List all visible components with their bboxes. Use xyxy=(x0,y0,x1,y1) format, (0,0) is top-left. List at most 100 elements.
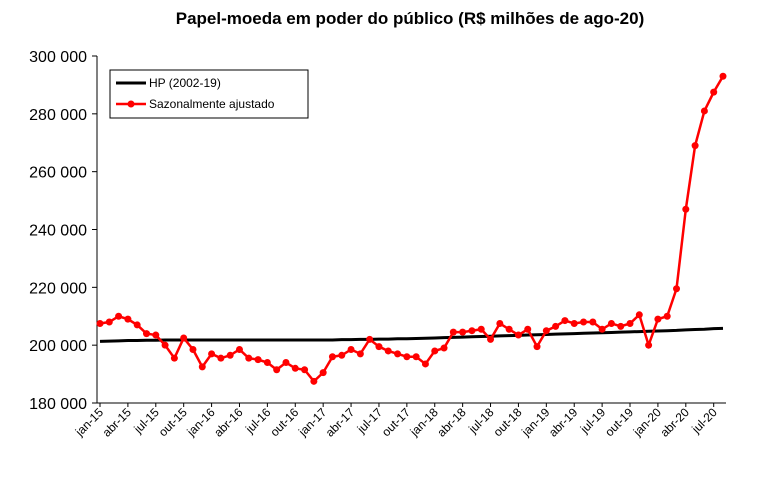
legend-box xyxy=(109,69,309,119)
data-point xyxy=(189,346,197,354)
data-point xyxy=(635,311,643,319)
x-tick-label: jan-16 xyxy=(184,405,218,439)
data-point xyxy=(347,346,355,354)
data-point xyxy=(505,325,513,333)
data-point xyxy=(542,327,550,335)
data-point xyxy=(254,356,262,364)
data-point xyxy=(403,353,411,361)
y-tick-label: 240 000 xyxy=(29,223,87,240)
data-point xyxy=(217,354,225,362)
data-point xyxy=(580,318,588,326)
y-tick-label: 220 000 xyxy=(29,280,87,297)
x-tick-label: out-16 xyxy=(267,405,301,439)
data-point xyxy=(273,366,281,374)
data-point xyxy=(710,88,718,96)
data-point xyxy=(440,344,448,352)
chart-title: Papel-moeda em poder do público (R$ milh… xyxy=(176,9,645,28)
data-point xyxy=(645,341,653,349)
data-point xyxy=(301,366,309,374)
data-point xyxy=(431,347,439,355)
x-tick-label: jul-20 xyxy=(688,405,720,437)
data-point xyxy=(598,325,606,333)
data-point xyxy=(700,107,708,115)
data-point xyxy=(282,359,290,367)
data-point xyxy=(152,331,160,339)
y-tick-label: 260 000 xyxy=(29,165,87,182)
data-point xyxy=(96,319,104,327)
data-point xyxy=(524,325,532,333)
y-tick-label: 200 000 xyxy=(29,338,87,355)
legend-label: HP (2002-19) xyxy=(149,76,221,90)
data-point xyxy=(691,142,699,150)
x-tick-label: abr-18 xyxy=(434,405,469,440)
data-point xyxy=(384,347,392,355)
data-point xyxy=(375,343,383,351)
x-tick-label: jan-17 xyxy=(295,405,329,439)
data-point xyxy=(142,330,150,338)
data-point xyxy=(449,328,457,336)
data-point xyxy=(607,319,615,327)
y-tick-label: 300 000 xyxy=(29,49,87,66)
data-point xyxy=(366,335,374,343)
data-point xyxy=(198,363,206,371)
x-tick-label: abr-20 xyxy=(658,405,693,440)
data-point xyxy=(338,351,346,359)
data-point xyxy=(208,350,216,358)
data-point xyxy=(552,322,560,330)
x-tick-label: out-15 xyxy=(156,405,190,439)
x-tick-label: abr-16 xyxy=(211,405,246,440)
data-point xyxy=(589,318,597,326)
data-point xyxy=(459,328,467,336)
data-point xyxy=(496,319,504,327)
data-point xyxy=(124,315,132,323)
data-point xyxy=(161,341,169,349)
series-line xyxy=(99,326,724,343)
x-tick-label: out-19 xyxy=(602,405,636,439)
legend-label: Sazonalmente ajustado xyxy=(149,97,275,111)
x-tick-label: jan-20 xyxy=(630,405,664,439)
data-point xyxy=(394,350,402,358)
data-point xyxy=(319,369,327,377)
data-point xyxy=(719,72,727,80)
data-point xyxy=(245,354,253,362)
data-point xyxy=(533,343,541,351)
x-tick-label: abr-19 xyxy=(546,405,581,440)
x-tick-label: abr-15 xyxy=(100,405,135,440)
x-tick-label: out-18 xyxy=(491,405,525,439)
data-point xyxy=(468,327,476,335)
data-point xyxy=(487,335,495,343)
data-point xyxy=(682,205,690,213)
data-point xyxy=(663,312,671,320)
series-line xyxy=(99,75,725,384)
data-point xyxy=(180,334,188,342)
data-point xyxy=(235,346,243,354)
data-point xyxy=(673,285,681,293)
legend-marker xyxy=(127,100,135,108)
data-point xyxy=(654,315,662,323)
data-point xyxy=(617,322,625,330)
data-point xyxy=(561,317,569,325)
data-point xyxy=(421,360,429,368)
data-point xyxy=(356,350,364,358)
data-point xyxy=(310,377,318,385)
data-point xyxy=(514,331,522,339)
data-point xyxy=(570,319,578,327)
data-point xyxy=(328,353,336,361)
x-tick-label: abr-17 xyxy=(323,405,358,440)
data-point xyxy=(263,359,271,367)
data-point xyxy=(626,319,634,327)
data-point xyxy=(412,353,420,361)
x-tick-label: out-17 xyxy=(379,405,413,439)
data-point xyxy=(291,364,299,372)
data-point xyxy=(133,321,141,329)
x-tick-label: jan-18 xyxy=(407,405,441,439)
data-point xyxy=(170,354,178,362)
x-tick-label: jan-19 xyxy=(518,405,552,439)
data-point xyxy=(115,312,123,320)
y-tick-label: 280 000 xyxy=(29,107,87,124)
y-tick-label: 180 000 xyxy=(29,396,87,413)
data-point xyxy=(226,351,234,359)
data-point xyxy=(477,325,485,333)
data-point xyxy=(105,318,113,326)
